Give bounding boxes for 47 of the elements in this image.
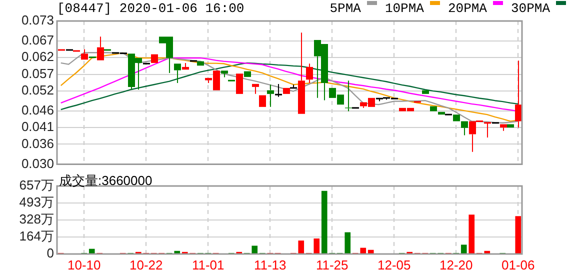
annotation: 成交量:3660000 [59, 172, 152, 190]
candlestick [298, 32, 305, 114]
candlestick [81, 48, 88, 60]
x-tick-label: 12-05 [378, 257, 411, 272]
y-tick-label: 0.041 [21, 119, 54, 134]
x-tick-label: 10-22 [130, 257, 163, 272]
candlestick [221, 70, 228, 78]
x-tick-label: 12-20 [440, 257, 473, 272]
candlestick [500, 124, 507, 132]
chart-title: [08447] 2020-01-06 16:00 [57, 1, 244, 16]
candlestick [461, 121, 468, 136]
y-tick-label: 657万 [19, 178, 54, 193]
x-tick-label: 10-10 [68, 257, 101, 272]
legend-label: 20PMA [448, 1, 487, 16]
x-tick-label: 01-06 [502, 257, 535, 272]
y-tick-label: 0.057 [21, 66, 54, 81]
candlestick [484, 122, 491, 138]
legend-label: 30PMA [510, 1, 550, 16]
y-tick-label: 493万 [19, 194, 54, 210]
y-tick-label: 164万 [19, 228, 54, 244]
candlestick [97, 36, 104, 60]
y-tick-label: 0.067 [21, 32, 54, 48]
y-tick-label: 0.046 [21, 102, 54, 118]
bar [368, 250, 374, 254]
y-tick-label: 0.073 [21, 12, 54, 28]
y-tick-label: 328万 [19, 212, 54, 227]
legend-label: 10PMA [384, 1, 424, 16]
candlestick [174, 64, 181, 84]
x-tick-label: 11-25 [316, 257, 348, 272]
x-tick-label: 11-01 [192, 257, 224, 272]
x-tick-label: 11-13 [254, 257, 286, 272]
bar [460, 244, 467, 254]
candlestick [252, 84, 259, 94]
bar [88, 248, 95, 254]
y-tick-label: 0.052 [21, 82, 54, 98]
y-tick-label: 0.036 [21, 136, 54, 151]
candlestick [306, 63, 313, 84]
candlestick [182, 62, 189, 70]
candlestick [275, 83, 282, 98]
candlestick [345, 80, 352, 112]
y-tick-label: 0 [46, 246, 54, 261]
candlestick [267, 84, 274, 108]
y-tick-label: 0.062 [21, 49, 54, 64]
bar [515, 216, 522, 254]
y-tick-label: 0.030 [21, 156, 54, 171]
legend-label: 5PMA [330, 1, 361, 16]
bar [468, 214, 475, 254]
